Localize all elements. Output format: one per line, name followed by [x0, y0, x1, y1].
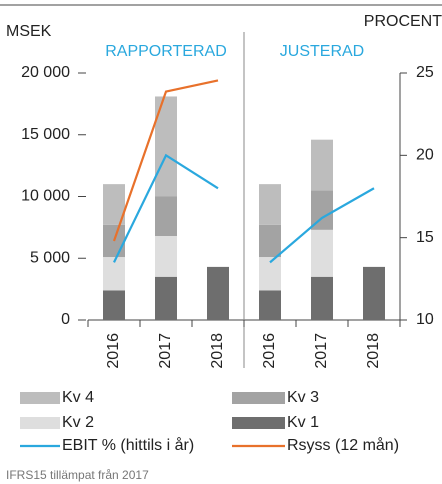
y2-tick-label: 15: [416, 229, 434, 246]
legend-label: EBIT % (hittils i år): [62, 436, 194, 454]
x-tick-label: 2016: [105, 333, 122, 369]
bar-segment: [155, 276, 177, 320]
legend-label: Kv 1: [287, 414, 319, 431]
y2-axis-label: PROCENT: [364, 13, 442, 30]
panel-title: RAPPORTERAD: [105, 43, 227, 60]
bar-segment: [311, 139, 333, 191]
bar-segment: [259, 257, 281, 291]
y2-tick-label: 10: [416, 311, 434, 328]
bar-segment: [103, 257, 125, 291]
line: [112, 79, 219, 242]
legend-swatch: [232, 417, 285, 429]
legend-swatch: [20, 417, 60, 429]
legend-label: Rsyss (12 mån): [287, 436, 399, 454]
bar-segment: [155, 96, 177, 197]
y-tick-label: 0: [61, 311, 70, 328]
bar-segment: [259, 184, 281, 225]
footnote: IFRS15 tillämpat från 2017: [6, 468, 149, 482]
bar-segment: [311, 276, 333, 320]
legend-swatch: [20, 392, 60, 404]
legend-swatch: [232, 392, 285, 404]
bar-segment: [311, 229, 333, 277]
panel-title: JUSTERAD: [280, 43, 364, 60]
bar-segment: [155, 196, 177, 237]
legend-label: Kv 4: [62, 389, 94, 406]
y2-tick-label: 25: [416, 64, 434, 81]
y-axis-label: MSEK: [6, 23, 52, 40]
bar-segment: [259, 290, 281, 320]
bar-segment: [207, 266, 229, 320]
x-tick-label: 2016: [261, 333, 278, 369]
bar-segment: [103, 184, 125, 225]
bar-segment: [103, 290, 125, 320]
x-tick-label: 2017: [313, 333, 330, 369]
y-tick-label: 15 000: [21, 126, 70, 143]
y-tick-label: 10 000: [21, 188, 70, 205]
bar-segment: [363, 266, 385, 320]
legend-label: Kv 2: [62, 414, 94, 431]
y-tick-label: 5 000: [30, 249, 70, 266]
x-tick-label: 2017: [157, 333, 174, 369]
line: [269, 187, 375, 264]
y2-tick-label: 20: [416, 147, 434, 164]
y-tick-label: 20 000: [21, 64, 70, 81]
bar-segment: [155, 236, 177, 277]
x-tick-label: 2018: [365, 333, 382, 369]
legend-label: Kv 3: [287, 389, 319, 406]
x-tick-label: 2018: [209, 333, 226, 369]
bar-segment: [311, 190, 333, 230]
bar-segment: [259, 224, 281, 258]
line: [113, 153, 219, 263]
